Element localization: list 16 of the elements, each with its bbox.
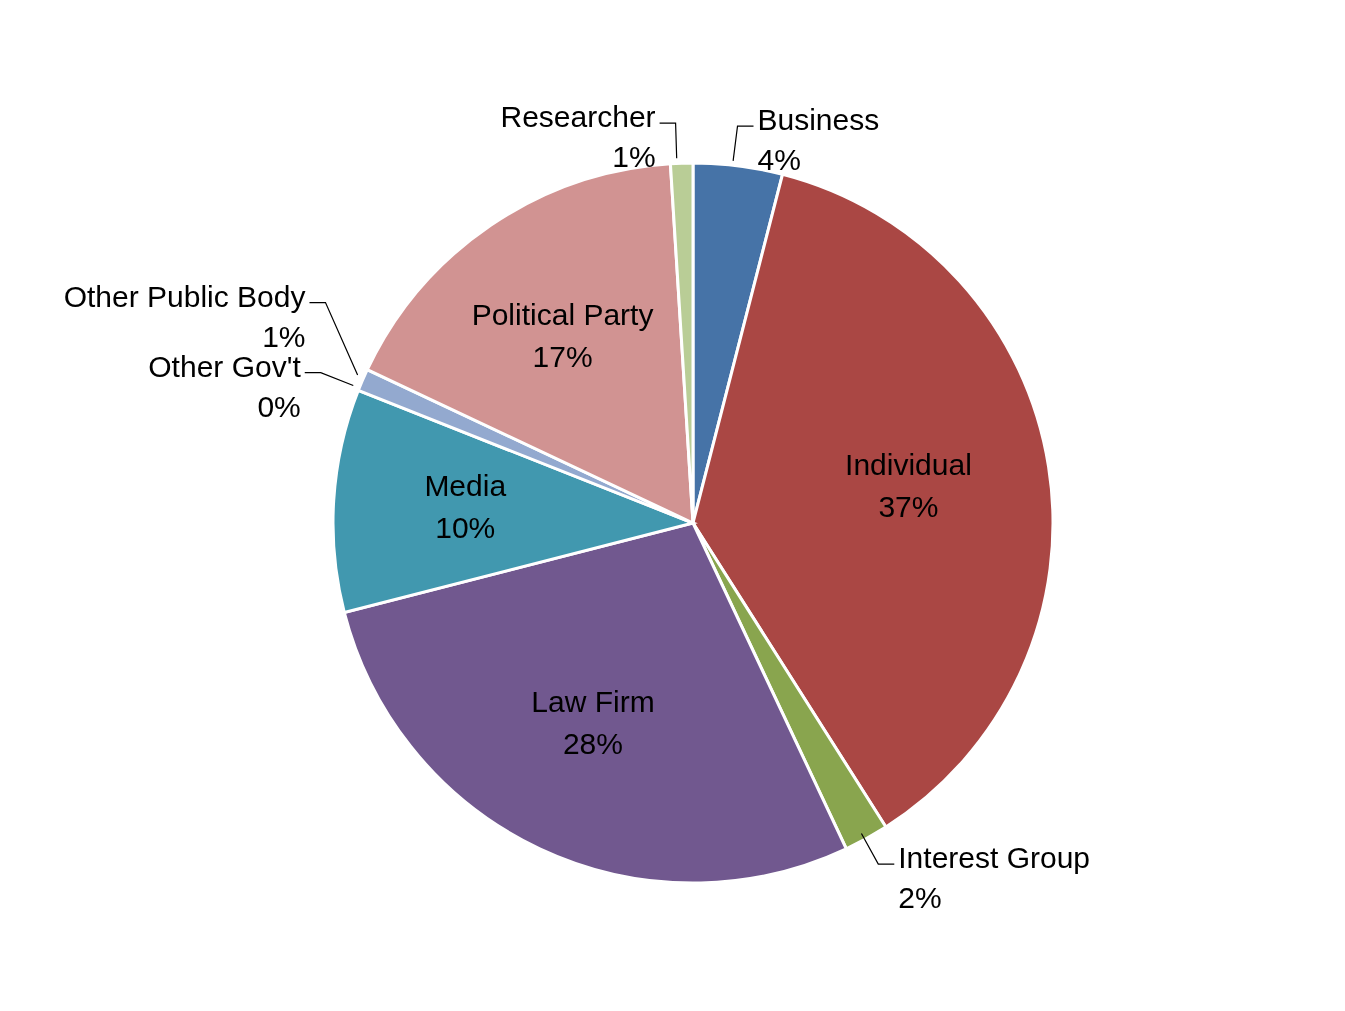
text: 0% [257, 389, 301, 423]
slice-label: Law Firm [531, 684, 655, 718]
slice-label: Media [424, 468, 507, 502]
slice-label: Individual [845, 448, 972, 482]
slice-label: Political Party [471, 298, 654, 332]
data-label: 17% [532, 340, 593, 374]
slice-label: Interest Group [898, 841, 1091, 875]
data-label: 2% [898, 881, 942, 915]
slice-label: Researcher [500, 100, 656, 134]
data-label: 1% [612, 140, 656, 174]
data-label: 4% [757, 143, 801, 177]
data-label: 37% [878, 490, 939, 524]
slice-label: Other Public Body [63, 279, 306, 313]
slice-label: Business [757, 103, 880, 137]
data-label: 28% [562, 726, 623, 760]
data-label: 10% [435, 510, 496, 544]
